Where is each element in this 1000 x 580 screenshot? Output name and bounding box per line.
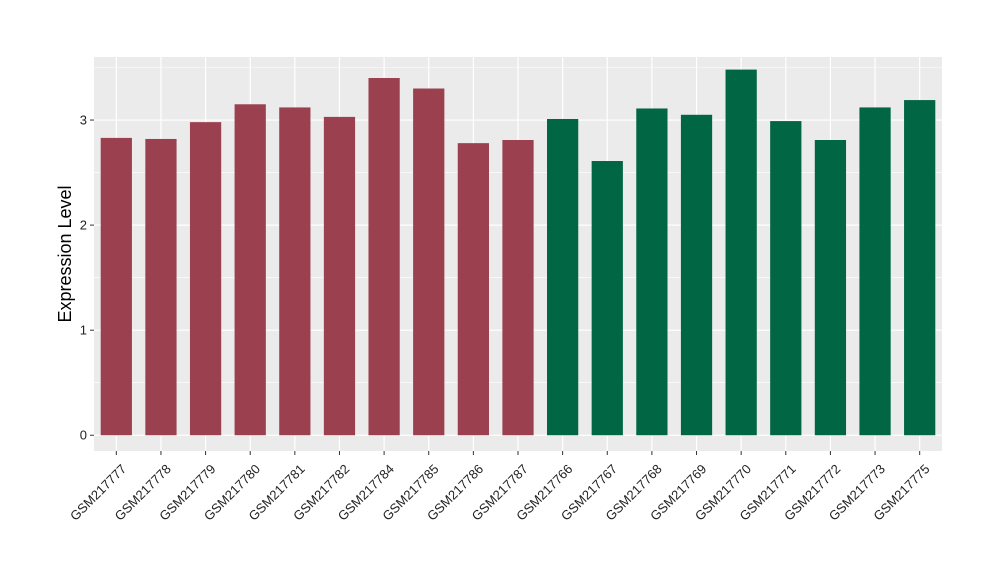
bar-GSM217766 [547, 118, 579, 436]
bar-GSM217782 [323, 116, 356, 436]
y-tick-label: 0 [80, 428, 87, 443]
y-axis-title: Expression Level [55, 185, 75, 322]
y-tick-label: 3 [80, 113, 87, 128]
x-axis: GSM217777GSM217778GSM217779GSM217780GSM2… [67, 451, 933, 524]
bar-GSM217770 [725, 69, 757, 436]
bar-GSM217777 [100, 137, 132, 436]
bar-GSM217781 [279, 107, 311, 436]
bar-GSM217768 [636, 108, 668, 436]
bar-GSM217778 [145, 138, 177, 436]
bar-GSM217772 [814, 140, 847, 436]
bar-GSM217769 [680, 114, 713, 436]
bar-GSM217767 [591, 161, 623, 436]
bar-GSM217779 [189, 122, 222, 436]
bar-GSM217775 [904, 100, 936, 436]
y-tick-label: 1 [80, 323, 87, 338]
y-tick-label: 2 [80, 218, 87, 233]
bar-GSM217785 [413, 88, 445, 436]
bar-GSM217773 [859, 107, 891, 436]
bar-GSM217771 [770, 121, 802, 436]
bar-GSM217784 [368, 78, 400, 436]
bar-GSM217786 [457, 143, 489, 436]
bar-GSM217780 [234, 104, 266, 436]
bar-GSM217787 [502, 140, 534, 436]
bars-group [100, 69, 936, 436]
y-axis: 0 1 2 3 [80, 113, 94, 443]
